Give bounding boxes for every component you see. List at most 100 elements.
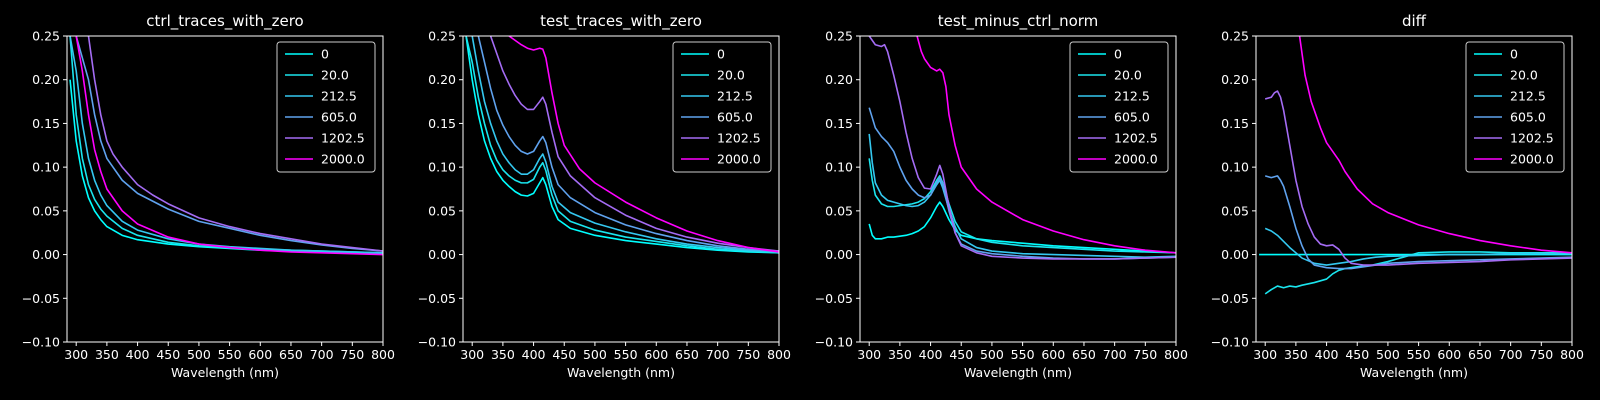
- y-tick-label: −0.10: [22, 335, 60, 350]
- series-line: [1264, 90, 1572, 266]
- y-tick-label: 0.20: [825, 72, 853, 87]
- legend-label: 605.0: [717, 110, 753, 125]
- x-tick-label: 400: [522, 347, 546, 362]
- legend-label: 20.0: [1114, 68, 1142, 83]
- legend: 0 20.0 212.5 605.0 1202.5 2000.0: [1465, 41, 1565, 173]
- x-tick-label: 500: [980, 347, 1004, 362]
- x-tick-label: 800: [371, 347, 395, 362]
- x-tick-label: 750: [340, 347, 364, 362]
- y-tick-label: 0.05: [428, 203, 456, 218]
- y-tick-label: 0.25: [825, 29, 853, 44]
- legend-label: 2000.0: [717, 152, 761, 167]
- x-tick-label: 800: [767, 347, 791, 362]
- legend-label: 212.5: [717, 89, 753, 104]
- legend-label: 2000.0: [1114, 152, 1158, 167]
- series-line: [1264, 227, 1572, 266]
- axes-frame: [66, 35, 384, 343]
- series-line: [868, 36, 1176, 260]
- y-tick-label: 0.10: [428, 160, 456, 175]
- chart-panel: 300 350 400 450 500 550 600 650 700 750 800 −0.10 −0…: [1211, 12, 1584, 380]
- y-tick-label: 0.20: [428, 72, 456, 87]
- chart-title: test_traces_with_zero: [540, 12, 702, 31]
- y-tick-label: −0.10: [815, 335, 853, 350]
- y-tick-label: 0.15: [428, 116, 456, 131]
- x-tick-label: 650: [1468, 347, 1492, 362]
- x-tick-label: 500: [583, 347, 607, 362]
- x-tick-label: 550: [1407, 347, 1431, 362]
- series-line: [69, 79, 383, 255]
- legend-label: 2000.0: [1510, 152, 1554, 167]
- series-line: [1298, 36, 1572, 254]
- x-tick-label: 600: [248, 347, 272, 362]
- series-line: [87, 36, 383, 252]
- x-tick-label: 650: [675, 347, 699, 362]
- x-tick-label: 350: [491, 347, 515, 362]
- y-tick-label: −0.05: [1211, 291, 1249, 306]
- series-line: [868, 133, 1176, 258]
- y-tick-label: 0.15: [1221, 116, 1249, 131]
- y-tick-label: −0.05: [22, 291, 60, 306]
- legend: 0 20.0 212.5 605.0 1202.5 2000.0: [276, 41, 376, 173]
- x-tick-label: 500: [187, 347, 211, 362]
- series-line: [489, 36, 779, 252]
- series-line: [508, 36, 779, 253]
- legend-label: 1202.5: [1114, 131, 1158, 146]
- legend-label: 20.0: [717, 68, 745, 83]
- legend-label: 1202.5: [1510, 131, 1554, 146]
- x-tick-label: 300: [460, 347, 484, 362]
- x-tick-label: 300: [857, 347, 881, 362]
- legend-label: 1202.5: [321, 131, 365, 146]
- legend-label: 0: [1510, 47, 1518, 62]
- x-tick-label: 350: [95, 347, 119, 362]
- x-tick-label: 800: [1560, 347, 1584, 362]
- x-tick-label: 500: [1376, 347, 1400, 362]
- chart-panel: 300 350 400 450 500 550 600 650 700 750 800 −0.10 −0…: [22, 12, 395, 380]
- series-line: [465, 36, 779, 254]
- axes-frame: [859, 35, 1177, 343]
- y-tick-label: 0.00: [428, 247, 456, 262]
- series-line: [868, 107, 1176, 260]
- x-tick-label: 750: [1529, 347, 1553, 362]
- series-line: [1264, 175, 1572, 270]
- chart-title: test_minus_ctrl_norm: [938, 12, 1099, 31]
- legend-label: 2000.0: [321, 152, 365, 167]
- legend: 0 20.0 212.5 605.0 1202.5 2000.0: [672, 41, 772, 173]
- x-tick-label: 550: [614, 347, 638, 362]
- x-tick-label: 400: [1315, 347, 1339, 362]
- series-line: [868, 201, 1176, 254]
- y-tick-label: −0.10: [418, 335, 456, 350]
- y-tick-label: 0.00: [32, 247, 60, 262]
- y-tick-label: −0.05: [418, 291, 456, 306]
- y-tick-label: 0.25: [1221, 29, 1249, 44]
- x-tick-label: 750: [736, 347, 760, 362]
- x-tick-label: 550: [218, 347, 242, 362]
- x-tick-label: 450: [949, 347, 973, 362]
- x-axis-label: Wavelength (nm): [1360, 365, 1468, 380]
- x-tick-label: 700: [310, 347, 334, 362]
- axes-frame: [462, 35, 780, 343]
- x-tick-label: 700: [1499, 347, 1523, 362]
- chart-title: ctrl_traces_with_zero: [146, 12, 303, 31]
- x-tick-label: 550: [1011, 347, 1035, 362]
- plot-area: [868, 36, 1176, 260]
- legend-label: 212.5: [1114, 89, 1150, 104]
- y-tick-label: 0.15: [825, 116, 853, 131]
- y-tick-label: −0.05: [815, 291, 853, 306]
- chart-title: diff: [1402, 12, 1427, 30]
- legend-label: 20.0: [321, 68, 349, 83]
- series-line: [75, 36, 383, 252]
- legend-label: 0: [717, 47, 725, 62]
- legend-label: 1202.5: [717, 131, 761, 146]
- y-tick-label: 0.05: [1221, 203, 1249, 218]
- series-line: [69, 36, 383, 254]
- x-axis-label: Wavelength (nm): [567, 365, 675, 380]
- plot-area: [465, 36, 779, 254]
- chart-panel: 300 350 400 450 500 550 600 650 700 750 800 −0.10 −0…: [815, 12, 1188, 380]
- y-tick-label: 0.10: [825, 160, 853, 175]
- x-tick-label: 650: [279, 347, 303, 362]
- y-tick-label: 0.05: [825, 203, 853, 218]
- legend-label: 605.0: [321, 110, 357, 125]
- x-tick-label: 350: [1284, 347, 1308, 362]
- series-line: [75, 36, 383, 256]
